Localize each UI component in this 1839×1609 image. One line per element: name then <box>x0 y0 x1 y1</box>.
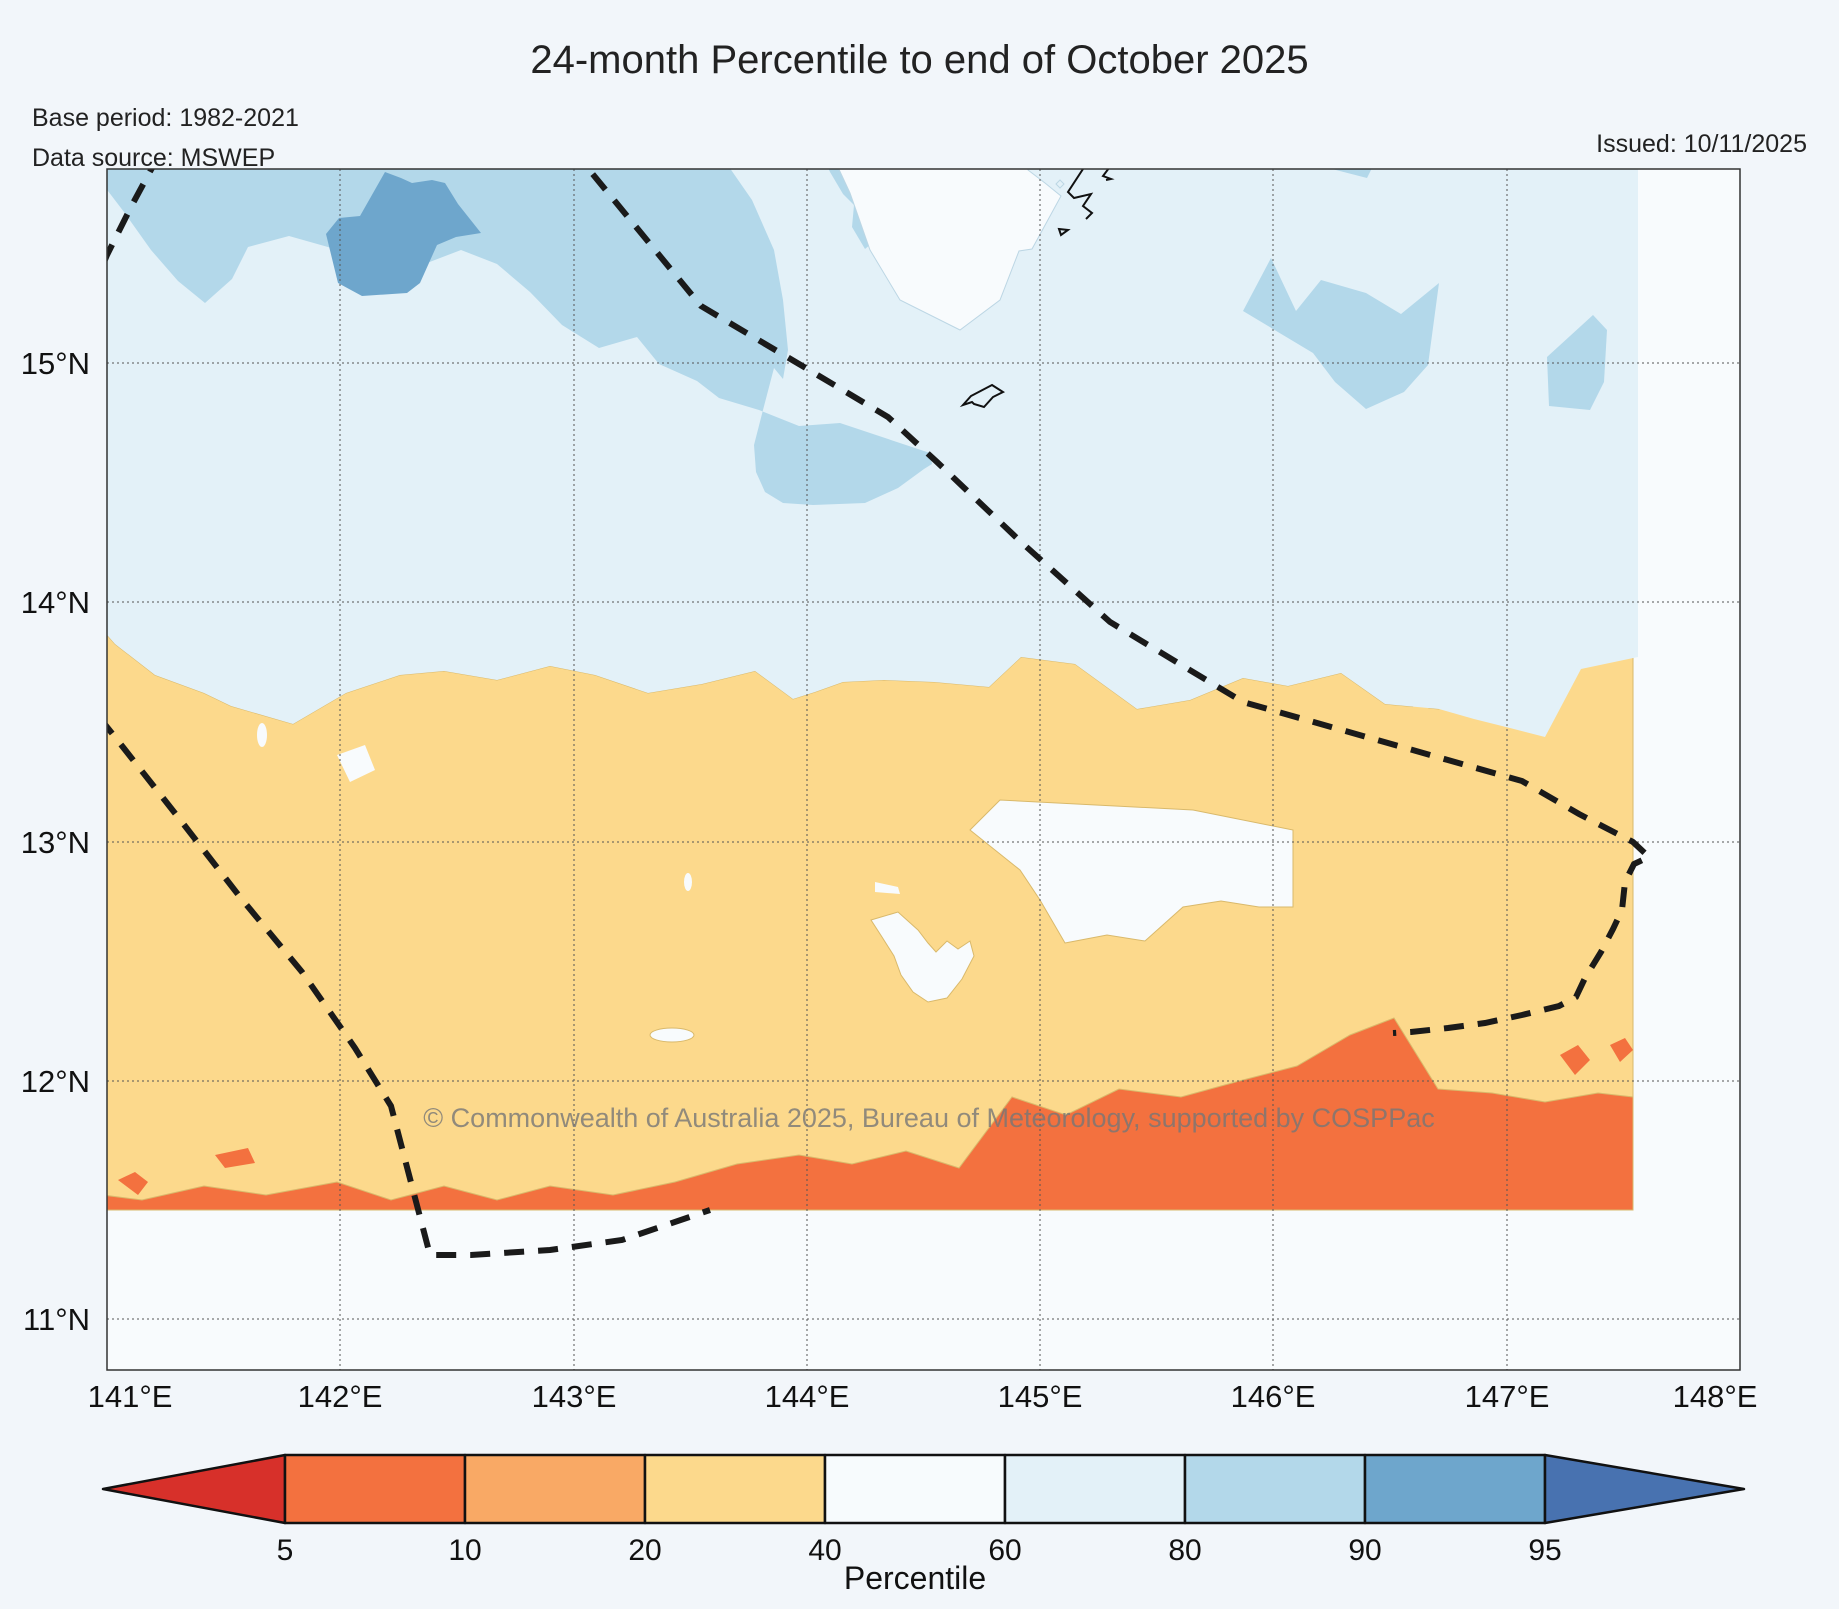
svg-text:20: 20 <box>628 1534 661 1567</box>
svg-text:5: 5 <box>277 1534 294 1567</box>
svg-text:90: 90 <box>1348 1534 1381 1567</box>
svg-text:60: 60 <box>988 1534 1021 1567</box>
svg-text:95: 95 <box>1528 1534 1561 1567</box>
svg-text:Percentile: Percentile <box>844 1560 986 1596</box>
svg-text:80: 80 <box>1168 1534 1201 1567</box>
svg-text:10: 10 <box>448 1534 481 1567</box>
svg-text:40: 40 <box>808 1534 841 1567</box>
